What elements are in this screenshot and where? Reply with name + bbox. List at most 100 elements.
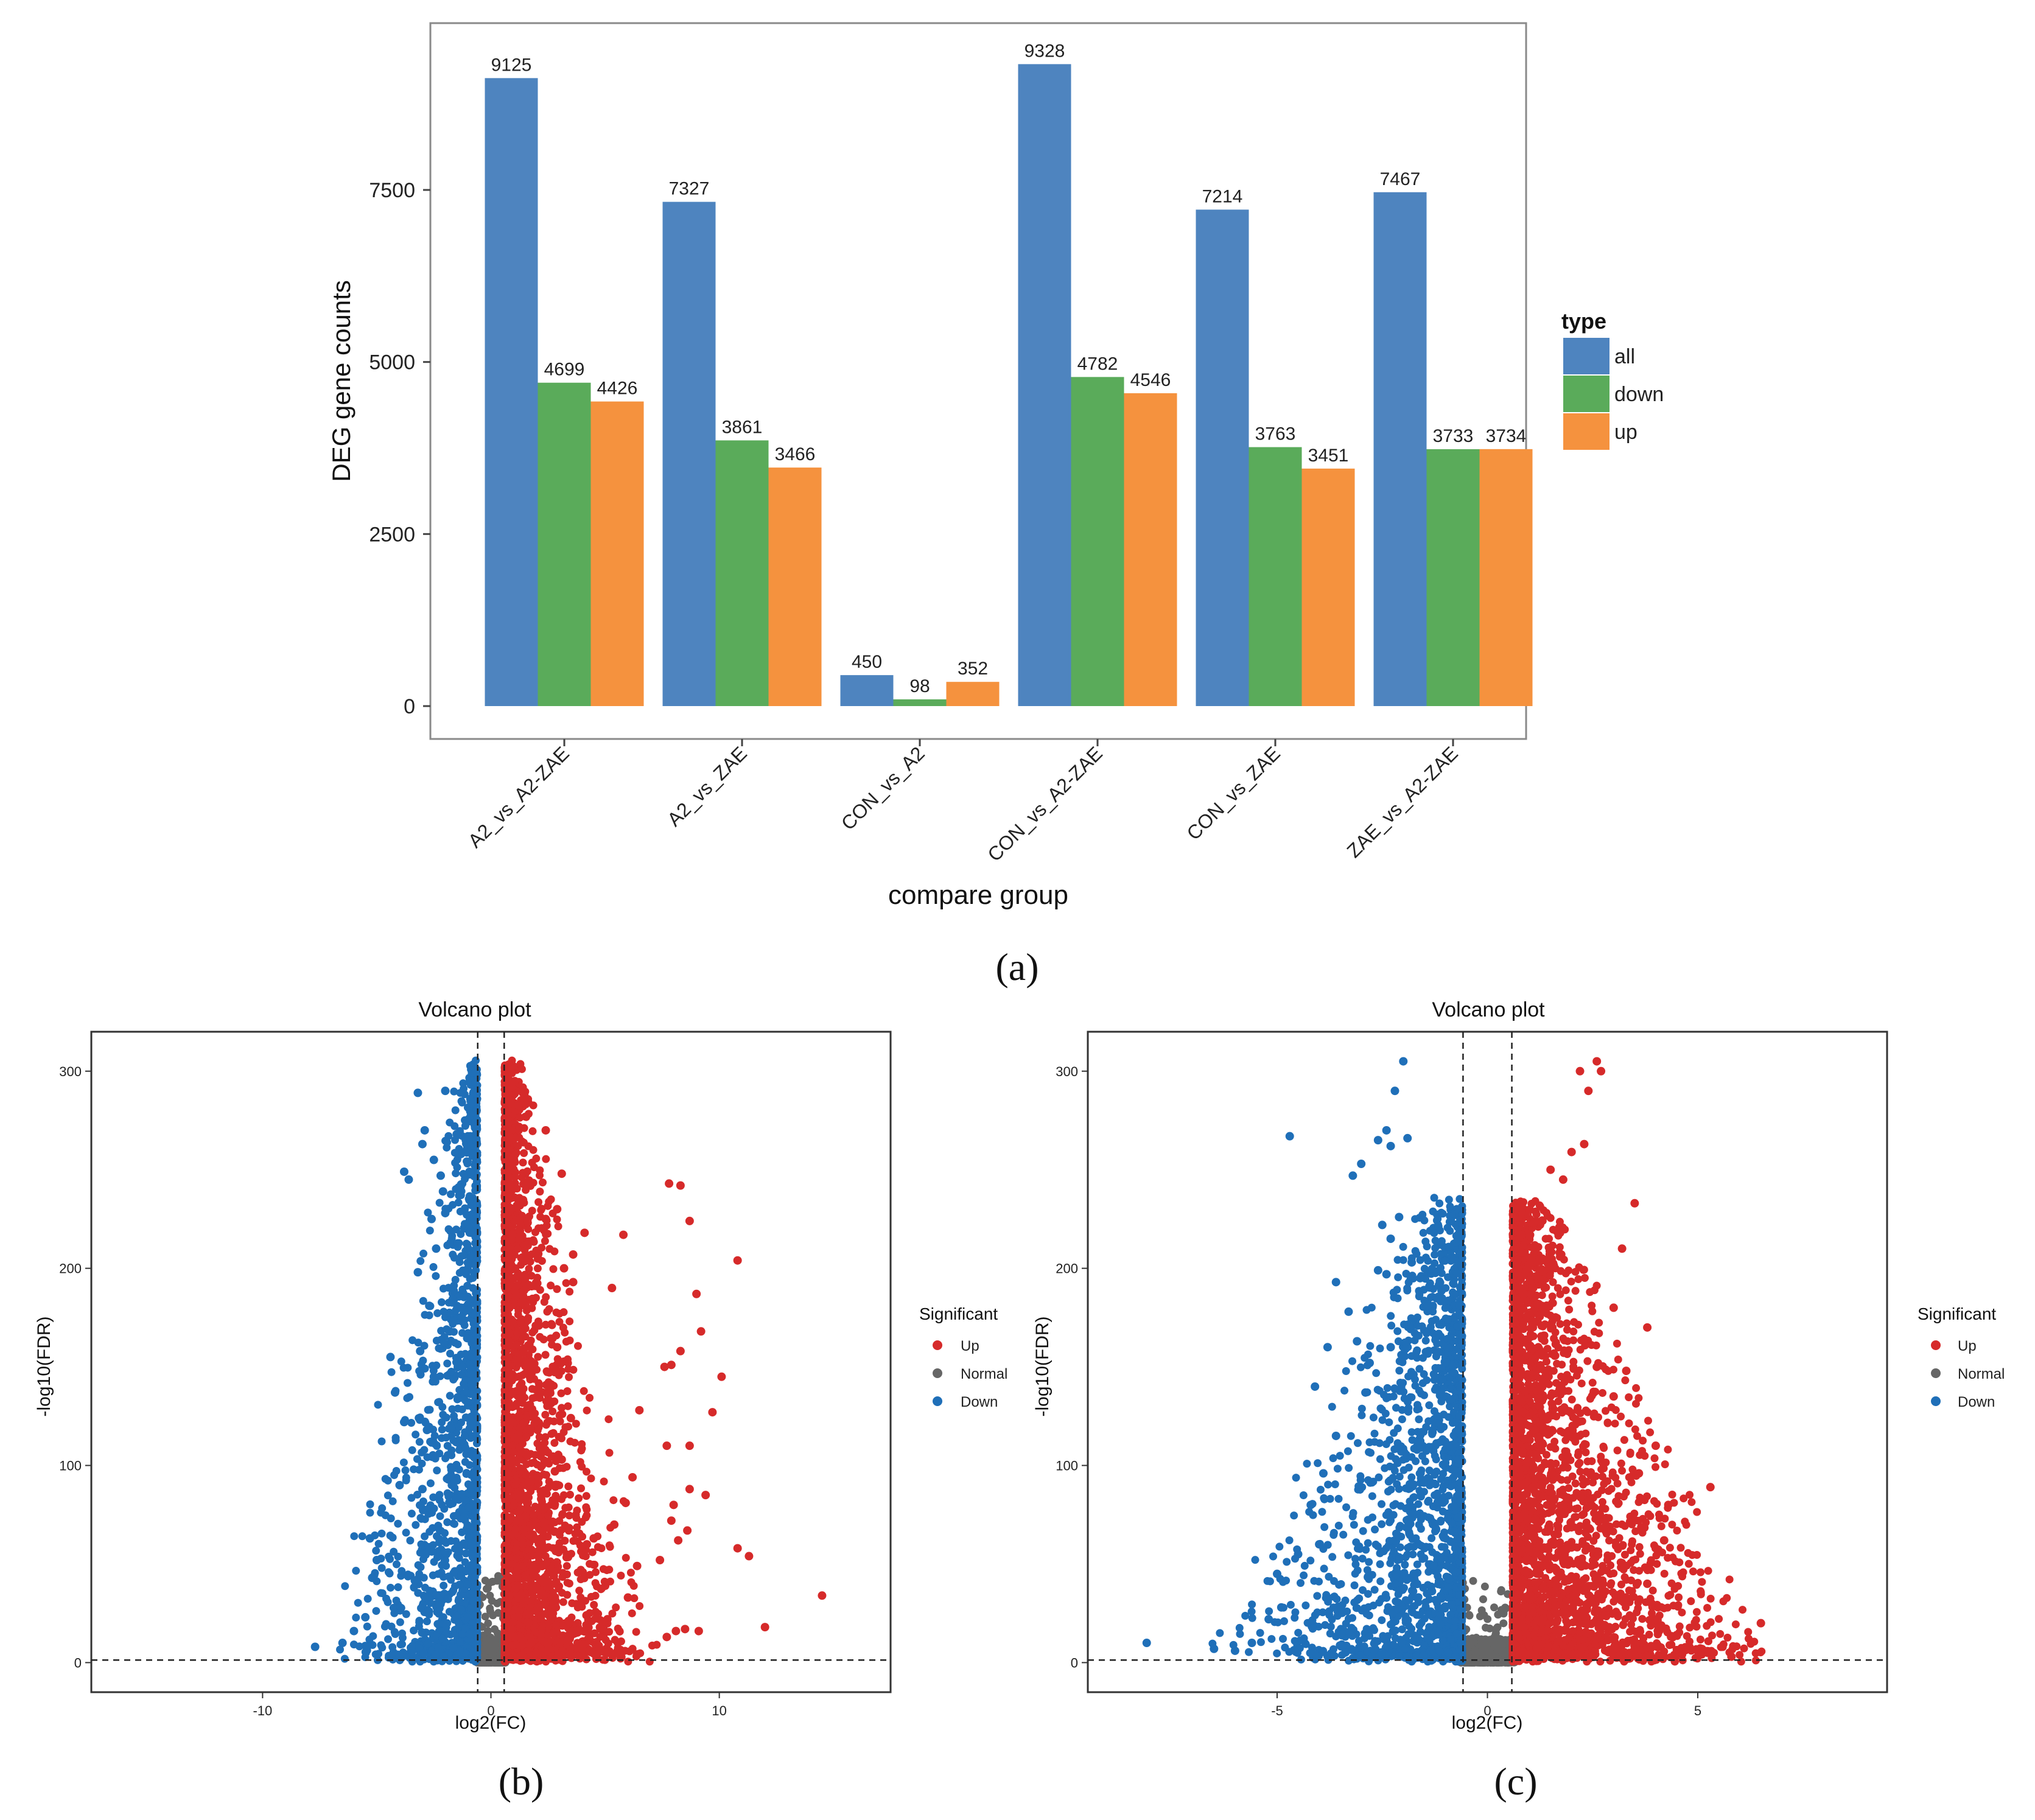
up-point [514,1581,523,1590]
up-point [527,1336,535,1345]
down-point [452,1494,461,1503]
down-point [374,1401,382,1409]
down-point [468,1560,477,1569]
down-point [405,1393,414,1401]
legend-label-down: down [1614,383,1664,406]
bar-all-CON_vs_ZAE [1196,209,1249,706]
up-point [515,1355,524,1363]
up-point [502,1460,510,1469]
up-point [534,1552,542,1560]
up-point [516,1235,524,1244]
bar-label-all-A2_vs_A2-ZAE: 9125 [491,55,532,75]
bar-label-down-A2_vs_ZAE: 3861 [722,417,763,437]
down-point [408,1446,416,1454]
up-point [515,1443,524,1452]
down-point [467,1380,475,1388]
down-point [396,1603,404,1611]
up-point [563,1387,572,1396]
up-point [557,1434,566,1443]
up-point [510,1501,518,1510]
up-point [531,1535,540,1544]
down-point [454,1199,463,1207]
down-point [468,1433,476,1441]
up-point [543,1582,552,1591]
down-point [464,1195,473,1203]
up-point [550,1417,558,1426]
down-point [443,1359,452,1368]
down-point [416,1549,424,1557]
bar-label-down-ZAE_vs_A2-ZAE: 3733 [1433,426,1474,446]
up-point [528,1294,537,1303]
down-point [388,1497,397,1505]
down-point [440,1307,448,1316]
up-point [519,1292,528,1300]
bar-label-up-ZAE_vs_A2-ZAE: 3734 [1486,426,1527,446]
up-point [514,1126,523,1135]
up-point [545,1245,554,1253]
up-point [508,1376,516,1385]
down-point [460,1267,469,1276]
down-point [472,1150,480,1159]
up-point [549,1629,558,1637]
down-point [433,1466,441,1475]
up-point [533,1365,541,1374]
up-point [546,1334,555,1343]
up-point [517,1590,526,1598]
down-point [464,1157,472,1166]
down-point [457,1572,466,1581]
normal-point [484,1619,492,1628]
up-point [550,1439,559,1447]
up-point [525,1212,534,1220]
up-point [516,1113,524,1122]
up-point [516,1060,525,1068]
up-point [522,1471,531,1479]
up-point [509,1418,517,1426]
down-point [425,1607,433,1615]
down-point [455,1554,463,1563]
down-point [404,1379,412,1387]
up-point [501,1586,510,1594]
up-point [557,1389,566,1398]
down-point [430,1504,438,1513]
down-point [419,1356,427,1365]
down-point [467,1421,475,1429]
bar-label-up-CON_vs_A2-ZAE: 4546 [1130,370,1171,390]
down-point [469,1597,478,1606]
up-point [522,1100,530,1108]
up-point [574,1651,583,1660]
down-point [392,1560,401,1569]
normal-point [486,1591,494,1600]
down-point [378,1589,387,1598]
down-point [407,1419,416,1427]
bar-label-down-A2_vs_A2-ZAE: 4699 [544,360,585,380]
up-point [586,1609,594,1617]
down-point [384,1635,392,1643]
bar-label-up-A2_vs_ZAE: 3466 [775,444,816,464]
up-point [579,1568,587,1577]
legend-swatch-all [1563,338,1609,374]
down-point [397,1357,405,1366]
up-point [516,1382,524,1390]
up-point [578,1444,586,1453]
up-point [617,1571,625,1580]
up-point [542,1471,550,1479]
down-point [341,1582,349,1591]
up-point [547,1281,555,1290]
up-point [534,1379,543,1387]
up-point [534,1479,543,1488]
bar-up-CON_vs_A2 [946,682,1000,706]
up-point [600,1577,609,1586]
up-point [542,1544,550,1553]
up-point [534,1251,542,1260]
down-point [451,1339,460,1347]
up-point [527,1633,535,1642]
up-point [653,1640,661,1649]
down-point [451,1275,460,1284]
down-point [412,1430,420,1439]
up-point [564,1365,573,1373]
normal-point [483,1626,492,1635]
down-point [426,1227,434,1235]
up-point [563,1591,572,1599]
